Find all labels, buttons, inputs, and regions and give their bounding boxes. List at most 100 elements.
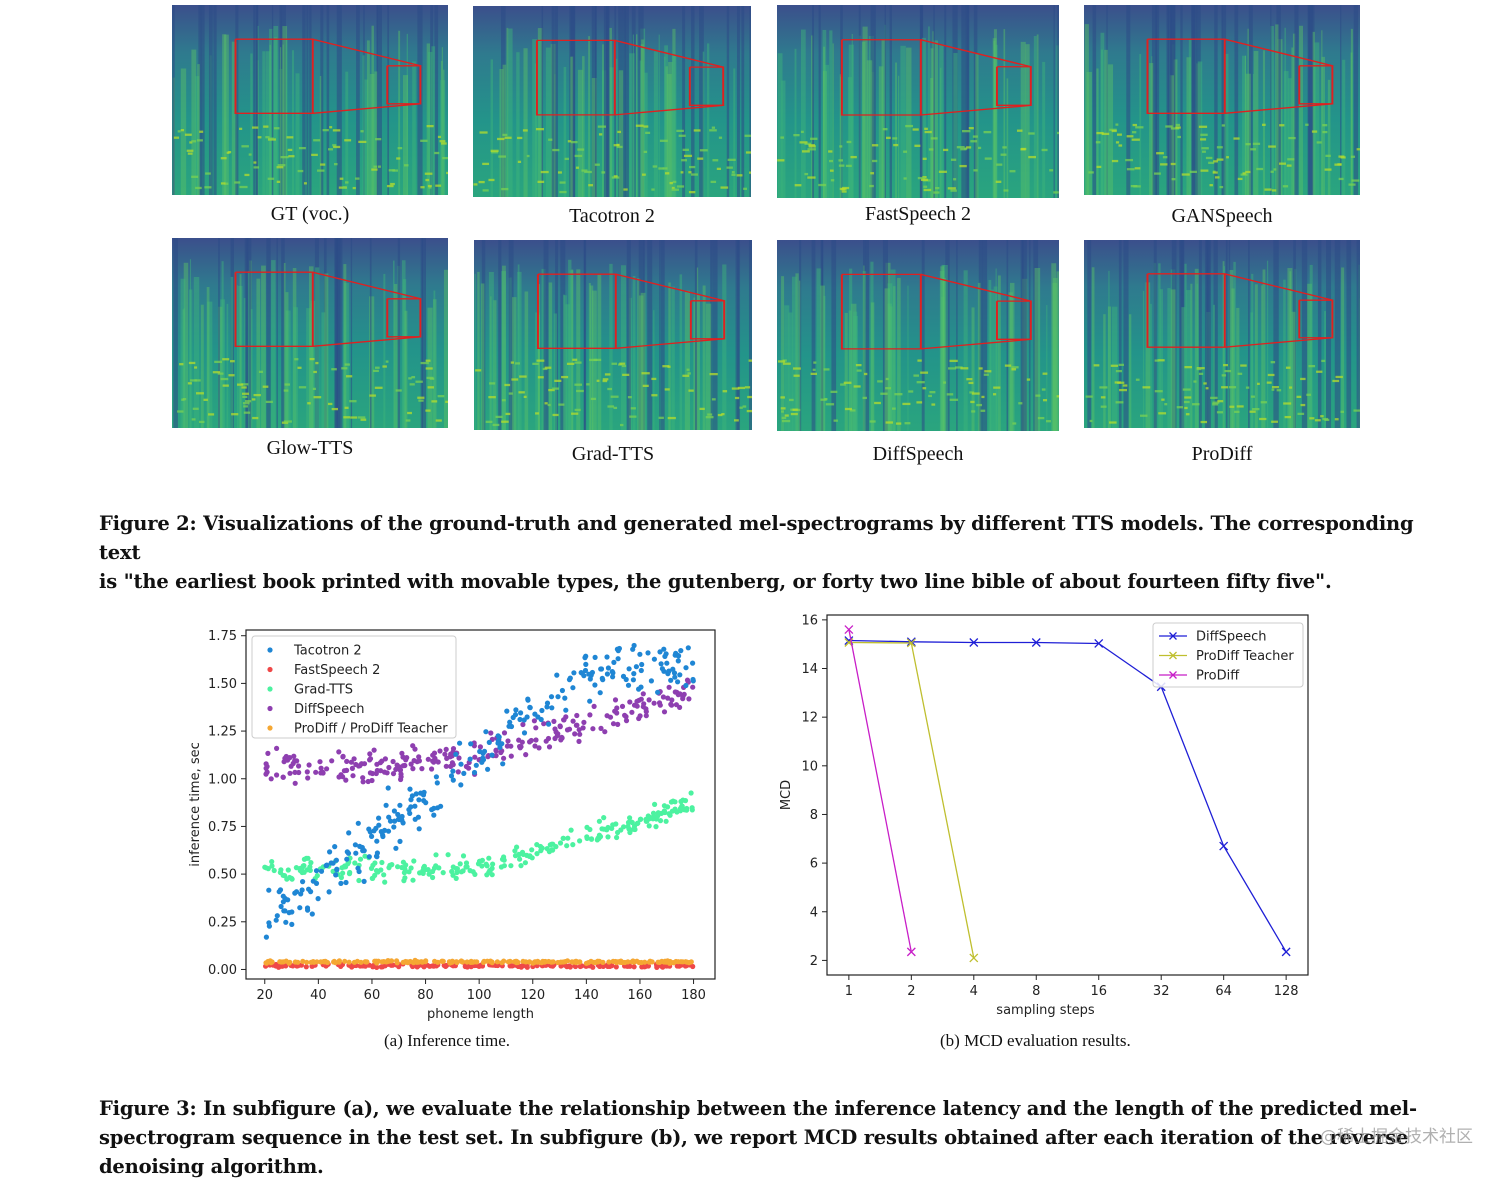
scatter-point bbox=[574, 713, 579, 718]
scatter-point bbox=[287, 875, 292, 880]
scatter-point bbox=[282, 908, 287, 913]
scatter-point bbox=[350, 766, 355, 771]
scatter-point bbox=[461, 771, 466, 776]
scatter-point bbox=[500, 761, 505, 766]
scatter-point bbox=[407, 787, 412, 792]
scatter-point bbox=[450, 769, 455, 774]
scatter-point bbox=[673, 808, 678, 813]
scatter-point bbox=[281, 775, 286, 780]
legend-label: Grad-TTS bbox=[294, 683, 353, 698]
scatter-point bbox=[535, 960, 540, 965]
legend-marker bbox=[267, 706, 272, 711]
scatter-point bbox=[431, 806, 436, 811]
y-tick-label: 4 bbox=[810, 905, 818, 920]
scatter-point bbox=[657, 960, 662, 965]
scatter-point bbox=[611, 660, 616, 665]
scatter-point bbox=[552, 726, 557, 731]
figure-2-caption-line-1: Figure 2: Visualizations of the ground-t… bbox=[99, 509, 1439, 567]
y-tick-label: 16 bbox=[801, 613, 818, 628]
scatter-point bbox=[665, 958, 670, 963]
scatter-point bbox=[405, 960, 410, 965]
scatter-point bbox=[458, 782, 463, 787]
scatter-point bbox=[639, 668, 644, 673]
scatter-point bbox=[411, 858, 416, 863]
scatter-point bbox=[307, 762, 312, 767]
scatter-point bbox=[380, 959, 385, 964]
scatter-point bbox=[407, 811, 412, 816]
scatter-point bbox=[433, 852, 438, 857]
mel-spectrogram-image bbox=[1084, 5, 1360, 195]
scatter-point bbox=[610, 674, 615, 679]
scatter-point bbox=[464, 860, 469, 865]
scatter-point bbox=[391, 771, 396, 776]
scatter-point bbox=[360, 845, 365, 850]
scatter-point bbox=[430, 753, 435, 758]
x-axis-label: sampling steps bbox=[996, 1003, 1095, 1018]
scatter-point bbox=[266, 888, 271, 893]
scatter-point bbox=[502, 730, 507, 735]
scatter-point bbox=[508, 959, 513, 964]
scatter-point bbox=[621, 674, 626, 679]
scatter-point bbox=[655, 690, 660, 695]
scatter-point bbox=[400, 755, 405, 760]
scatter-point bbox=[316, 896, 321, 901]
scatter-point bbox=[501, 854, 506, 859]
scatter-point bbox=[278, 887, 283, 892]
scatter-point bbox=[632, 703, 637, 708]
scatter-point bbox=[355, 866, 360, 871]
scatter-point bbox=[444, 747, 449, 752]
legend-marker bbox=[267, 725, 272, 730]
scatter-point bbox=[495, 959, 500, 964]
scatter-point bbox=[419, 766, 424, 771]
scatter-point bbox=[274, 918, 279, 923]
scatter-point bbox=[511, 715, 516, 720]
scatter-point bbox=[590, 670, 595, 675]
scatter-point bbox=[352, 960, 357, 965]
scatter-point bbox=[635, 821, 640, 826]
scatter-point bbox=[285, 758, 290, 763]
scatter-point bbox=[418, 791, 423, 796]
scatter-point bbox=[652, 802, 657, 807]
scatter-point bbox=[643, 706, 648, 711]
scatter-point bbox=[672, 675, 677, 680]
scatter-point bbox=[279, 904, 284, 909]
scatter-point bbox=[281, 894, 286, 899]
scatter-point bbox=[412, 758, 417, 763]
scatter-point bbox=[364, 959, 369, 964]
scatter-point bbox=[547, 849, 552, 854]
scatter-point bbox=[371, 828, 376, 833]
spectrogram-label: Tacotron 2 bbox=[472, 205, 752, 228]
scatter-point bbox=[386, 765, 391, 770]
scatter-point bbox=[378, 760, 383, 765]
scatter-point bbox=[301, 863, 306, 868]
scatter-point bbox=[671, 960, 676, 965]
scatter-point bbox=[283, 920, 288, 925]
scatter-point bbox=[305, 856, 310, 861]
scatter-point bbox=[577, 732, 582, 737]
scatter-point bbox=[683, 683, 688, 688]
scatter-point bbox=[395, 960, 400, 965]
scatter-point bbox=[684, 808, 689, 813]
scatter-point bbox=[499, 741, 504, 746]
scatter-point bbox=[460, 959, 465, 964]
scatter-point bbox=[289, 922, 294, 927]
scatter-point bbox=[352, 756, 357, 761]
scatter-point bbox=[434, 774, 439, 779]
scatter-point bbox=[311, 960, 316, 965]
scatter-point bbox=[686, 645, 691, 650]
scatter-point bbox=[274, 772, 279, 777]
scatter-point bbox=[410, 743, 415, 748]
scatter-point bbox=[605, 834, 610, 839]
mel-spectrogram-image bbox=[777, 5, 1059, 198]
mel-spectrogram-image bbox=[1084, 240, 1360, 428]
scatter-point bbox=[551, 719, 556, 724]
scatter-point bbox=[304, 964, 309, 969]
scatter-point bbox=[342, 768, 347, 773]
scatter-point bbox=[426, 757, 431, 762]
scatter-point bbox=[538, 848, 543, 853]
scatter-point bbox=[648, 959, 653, 964]
figure-3-caption-line-2: spectrogram sequence in the test set. In… bbox=[99, 1123, 1439, 1152]
scatter-point bbox=[382, 880, 387, 885]
scatter-point bbox=[598, 666, 603, 671]
